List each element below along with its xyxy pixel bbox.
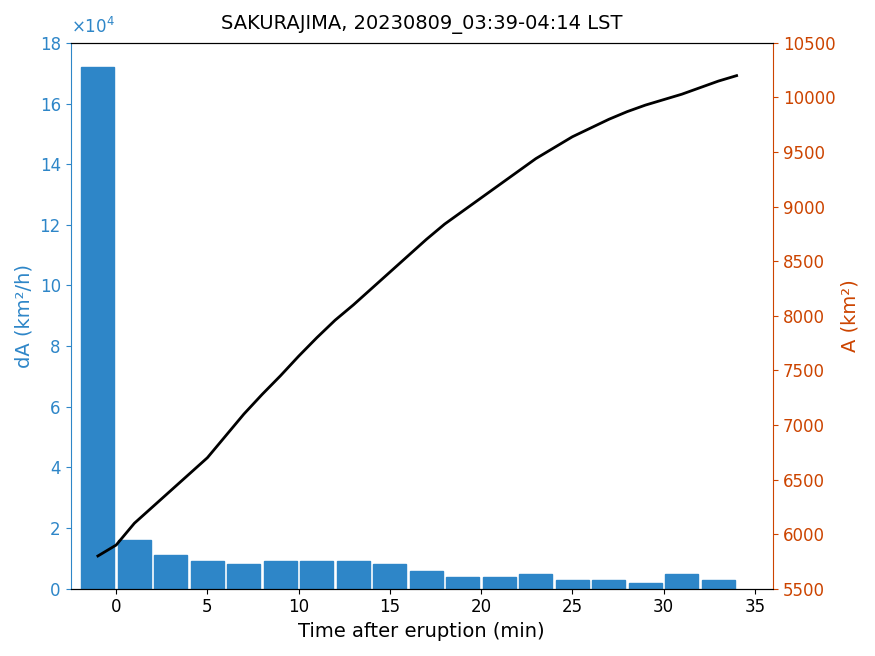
Bar (300, 562, 333, 588)
Bar (483, 577, 515, 588)
Bar (410, 571, 443, 588)
Bar (264, 562, 297, 588)
Bar (228, 564, 261, 588)
Bar (702, 580, 735, 588)
Bar (337, 562, 370, 588)
Bar (81, 67, 115, 588)
Y-axis label: dA (km²/h): dA (km²/h) (15, 264, 34, 368)
Bar (118, 540, 150, 588)
Bar (446, 577, 480, 588)
Bar (191, 562, 224, 588)
Bar (592, 580, 626, 588)
Bar (520, 573, 552, 588)
Title: SAKURAJIMA, 20230809_03:39-04:14 LST: SAKURAJIMA, 20230809_03:39-04:14 LST (221, 15, 623, 34)
Bar (629, 583, 662, 588)
Bar (556, 580, 589, 588)
Text: $\times10^4$: $\times10^4$ (71, 17, 115, 37)
Bar (665, 573, 698, 588)
Bar (155, 556, 187, 588)
Bar (374, 564, 406, 588)
X-axis label: Time after eruption (min): Time after eruption (min) (298, 622, 545, 641)
Y-axis label: A (km²): A (km²) (841, 279, 860, 352)
